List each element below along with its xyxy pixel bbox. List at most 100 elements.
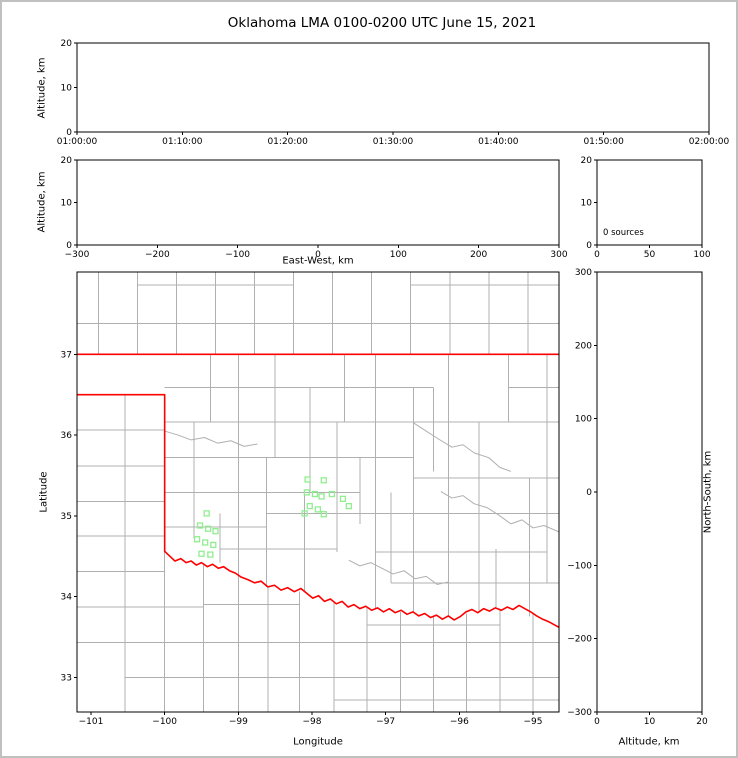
y-tick-label: 0 <box>66 128 72 138</box>
ew-height-xlabel: East-West, km <box>282 255 354 267</box>
x-tick-label: 02:00:00 <box>689 137 730 147</box>
map-layers <box>77 272 559 712</box>
y-tick-label: 100 <box>575 415 592 425</box>
x-tick-label: −95 <box>523 717 542 727</box>
ns-height-panel: 0 10 20 −300 −200 −100 0 100 200 300 <box>567 268 708 727</box>
x-tick-label: 01:20:00 <box>267 137 308 147</box>
x-tick-label: 01:50:00 <box>583 137 624 147</box>
station-marker <box>301 510 308 517</box>
time-height-ticks <box>74 42 710 135</box>
y-tick-label: 300 <box>575 268 592 278</box>
y-tick-label: 10 <box>61 84 73 94</box>
ew-height-frame <box>76 159 560 246</box>
station-marker <box>196 522 204 529</box>
county-lines <box>77 272 559 712</box>
station-marker <box>328 490 336 498</box>
y-tick-label: 36 <box>61 431 73 441</box>
x-tick-label: 01:30:00 <box>373 137 414 147</box>
x-tick-label: −200 <box>145 250 170 260</box>
station-marker <box>303 489 310 496</box>
state-border <box>77 353 559 628</box>
map-ylabel: Latitude <box>38 471 50 513</box>
county-river-line <box>164 430 258 447</box>
time-height-tick-labels: 01:00:00 01:10:00 01:20:00 01:30:00 01:40:00… <box>57 39 730 147</box>
map-xlabel: Longitude <box>293 736 343 748</box>
y-tick-label: −200 <box>567 635 592 645</box>
station-marker <box>212 528 219 535</box>
plan-map-ticks <box>74 353 534 715</box>
x-tick-label: −101 <box>79 717 104 727</box>
station-marker <box>339 495 347 503</box>
y-tick-label: 0 <box>586 241 592 251</box>
ew-height-panel: −300 −200 −100 0 100 200 300 0 10 20 <box>61 156 568 260</box>
y-tick-label: 20 <box>61 39 73 49</box>
x-tick-label: 01:00:00 <box>57 137 98 147</box>
x-tick-label: 20 <box>696 717 708 727</box>
alt-histogram-tick-labels: 0 50 100 0 10 20 <box>581 156 711 260</box>
x-tick-label: 200 <box>470 250 487 260</box>
figure-title: Oklahoma LMA 0100-0200 UTC June 15, 2021 <box>227 15 537 31</box>
ns-height-ylabel: North-South, km <box>702 450 714 534</box>
station-marker <box>202 539 209 546</box>
y-tick-label: 0 <box>66 241 72 251</box>
x-tick-label: 0 <box>594 717 600 727</box>
y-tick-label: 20 <box>581 156 593 166</box>
y-tick-label: 35 <box>61 512 72 522</box>
y-tick-label: 34 <box>61 593 73 603</box>
station-marker <box>210 541 217 549</box>
station-marker <box>207 551 214 558</box>
x-tick-label: −96 <box>450 717 469 727</box>
station-marker <box>304 476 311 483</box>
x-tick-label: 100 <box>390 250 407 260</box>
y-tick-label: 33 <box>61 673 72 683</box>
plan-map-panel: −101 −100 −99 −98 −97 −96 −95 33 34 35 36 37 <box>61 271 560 727</box>
station-markers <box>193 476 352 558</box>
plan-map-frame <box>76 271 560 713</box>
x-tick-label: 100 <box>693 250 710 260</box>
sources-count-note: 0 sources <box>603 228 644 238</box>
x-tick-label: 0 <box>315 250 321 260</box>
station-marker <box>204 525 212 532</box>
x-tick-label: −100 <box>152 717 177 727</box>
ns-height-frame <box>596 271 703 713</box>
time-height-ylabel: Altitude, km <box>36 57 48 119</box>
county-river-line <box>440 491 559 533</box>
station-marker <box>311 490 319 498</box>
y-tick-label: 20 <box>61 156 73 166</box>
y-tick-label: 37 <box>61 350 72 360</box>
time-height-panel: 01:00:00 01:10:00 01:20:00 01:30:00 01:40:00… <box>57 39 730 147</box>
x-tick-label: −99 <box>229 717 248 727</box>
alt-histogram-panel: 0 50 100 0 10 20 <box>581 156 711 260</box>
station-marker <box>306 502 313 510</box>
ns-height-tick-labels: 0 10 20 −300 −200 −100 0 100 200 300 <box>567 268 708 727</box>
x-tick-label: 01:10:00 <box>162 137 203 147</box>
station-marker <box>314 506 322 513</box>
station-marker <box>345 502 352 510</box>
alt-histogram-ticks <box>594 159 703 248</box>
ew-height-tick-labels: −300 −200 −100 0 100 200 300 0 10 20 <box>61 156 568 260</box>
county-river-lines <box>164 422 559 585</box>
y-tick-label: 10 <box>581 199 593 209</box>
station-marker <box>193 536 201 543</box>
station-marker <box>320 477 327 484</box>
y-tick-label: 0 <box>586 488 592 498</box>
y-tick-label: −100 <box>567 561 592 571</box>
county-river-line <box>348 559 449 585</box>
y-tick-label: 200 <box>575 341 592 351</box>
x-tick-label: 300 <box>550 250 567 260</box>
station-marker <box>198 550 205 557</box>
x-tick-label: 50 <box>644 250 656 260</box>
ns-height-xlabel: Altitude, km <box>618 736 680 748</box>
station-marker <box>203 510 210 517</box>
ns-height-ticks <box>594 271 703 715</box>
y-tick-label: −300 <box>567 708 592 718</box>
county-river-line <box>413 422 512 472</box>
ew-height-ticks <box>74 159 560 248</box>
plan-map-tick-labels: −101 −100 −99 −98 −97 −96 −95 33 34 35 36 37 <box>61 350 543 727</box>
x-tick-label: −98 <box>302 717 321 727</box>
station-marker <box>318 493 325 500</box>
x-tick-label: −300 <box>65 250 90 260</box>
time-height-frame <box>76 42 710 133</box>
